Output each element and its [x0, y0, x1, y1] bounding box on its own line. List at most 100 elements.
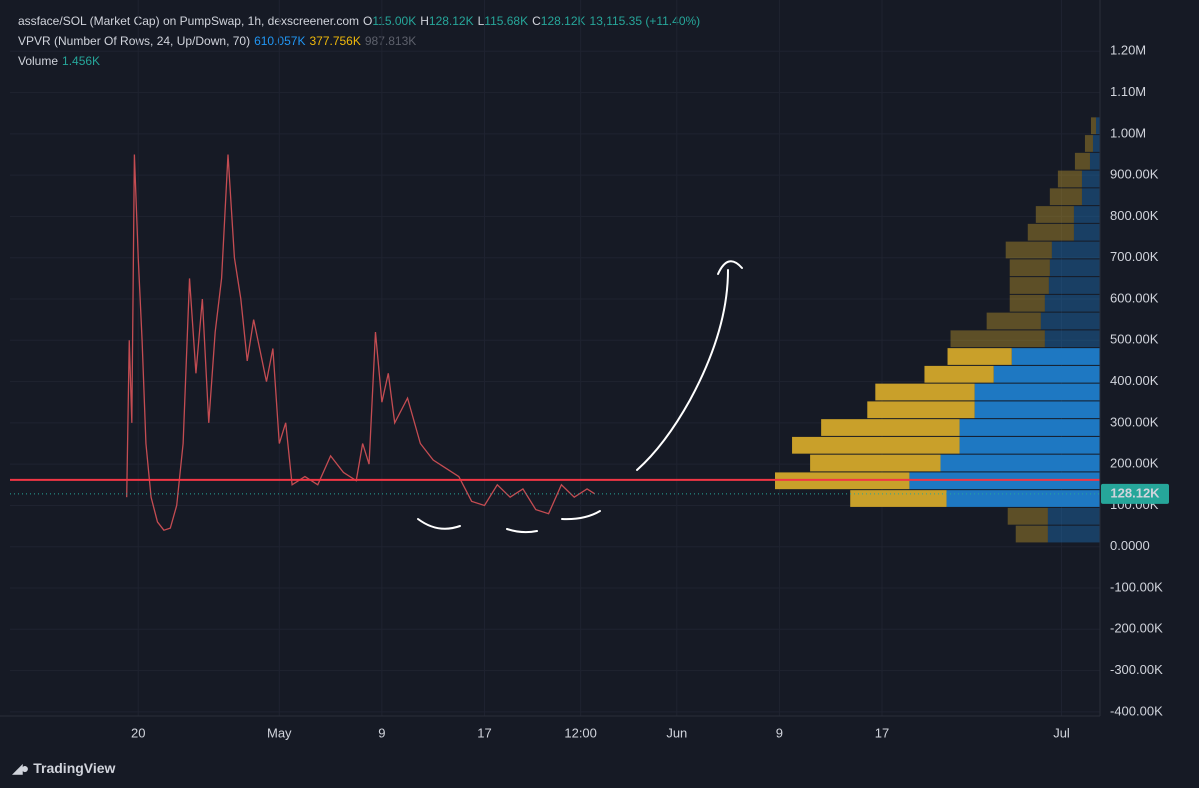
annotation-arc: [417, 518, 461, 530]
y-tick-label: 400.00K: [1110, 373, 1159, 388]
y-tick-label: 0.0000: [1110, 538, 1150, 553]
profile-down: [1049, 188, 1082, 206]
brand: ◢● TradingView: [12, 760, 115, 777]
profile-up: [993, 365, 1100, 383]
y-tick-label: -100.00K: [1110, 579, 1163, 594]
profile-up: [974, 383, 1100, 401]
hand-drawing: [417, 260, 743, 534]
y-tick-label: 1.20M: [1110, 43, 1146, 58]
profile-down: [1084, 135, 1093, 152]
profile-down: [875, 383, 975, 401]
profile-down: [1090, 117, 1096, 135]
price-layer: [10, 154, 1100, 531]
profile-down: [1015, 525, 1048, 543]
vpvr-total: 987.813K: [364, 34, 417, 48]
profile-up: [959, 419, 1100, 436]
profile-down: [1074, 152, 1090, 170]
profile-down: [924, 365, 994, 383]
ohlc-value: 128.12K: [540, 14, 586, 28]
profile-down: [1007, 507, 1048, 525]
profile-up: [1049, 259, 1100, 277]
profile-down: [947, 348, 1012, 365]
profile-up: [1011, 348, 1100, 365]
x-tick-label: 20: [131, 725, 145, 740]
volume-profile: [775, 117, 1100, 543]
profile-down: [1005, 241, 1052, 259]
y-tick-label: 300.00K: [1110, 414, 1159, 429]
y-tick-label: 1.10M: [1110, 84, 1146, 99]
profile-down: [950, 330, 1045, 348]
y-tick-label: 900.00K: [1110, 167, 1159, 182]
profile-up: [959, 436, 1100, 454]
y-tick-label: 1.00M: [1110, 125, 1146, 140]
profile-up: [1044, 294, 1100, 312]
x-tick-label: Jul: [1053, 725, 1070, 740]
y-tick-label: 200.00K: [1110, 456, 1159, 471]
profile-down: [850, 490, 947, 507]
profile-up: [1092, 135, 1100, 152]
ohlc-value: 115.68K: [484, 14, 529, 28]
legend-line-3: Volume 1.456K: [18, 54, 104, 68]
y-tick-label: -200.00K: [1110, 621, 1163, 636]
annotation-arc: [561, 510, 601, 521]
profile-up: [1048, 277, 1100, 294]
y-tick-label: 500.00K: [1110, 332, 1159, 347]
vpvr-title: VPVR (Number Of Rows, 24, Up/Down, 70): [18, 34, 251, 48]
vpvr-down: 377.756K: [309, 34, 361, 48]
grid: [10, 0, 1100, 716]
y-tick-label: 600.00K: [1110, 290, 1159, 305]
ohlc-key: C: [532, 14, 541, 28]
legend-line-1: assface/SOL (Market Cap) on PumpSwap, 1h…: [18, 14, 704, 28]
profile-up: [1073, 223, 1100, 241]
profile-down: [1009, 259, 1050, 277]
ohlc-value: 128.12K: [428, 14, 474, 28]
y-tick-label: -300.00K: [1110, 662, 1163, 677]
x-tick-label: 9: [776, 725, 783, 740]
legend-line-2: VPVR (Number Of Rows, 24, Up/Down, 70)61…: [18, 34, 420, 48]
profile-up: [1051, 241, 1100, 259]
volume-value: 1.456K: [62, 54, 101, 68]
profile-up: [1081, 188, 1100, 206]
axes: 1.20M 1.10M 1.00M 900.00K 800.00K 700.00K 600.…: [131, 43, 1169, 740]
profile-down: [867, 401, 975, 419]
profile-down: [792, 436, 960, 454]
x-tick-label: Jun: [666, 725, 687, 740]
profile-up: [1044, 330, 1100, 348]
profile-down: [1035, 206, 1074, 223]
profile-up: [1089, 152, 1100, 170]
annotation-arrow: [636, 269, 729, 471]
symbol-title: assface/SOL (Market Cap) on PumpSwap, 1h…: [18, 14, 360, 28]
ohlc-key: L: [477, 14, 485, 28]
y-tick-label: 700.00K: [1110, 249, 1159, 264]
x-tick-label: 17: [875, 725, 889, 740]
annotation-arc: [506, 528, 538, 534]
profile-up: [1040, 312, 1100, 330]
profile-up: [974, 401, 1100, 419]
last-price-badge: [1101, 483, 1169, 504]
profile-down: [821, 419, 960, 436]
x-tick-label: 12:00: [564, 725, 597, 740]
profile-up: [940, 454, 1100, 472]
profile-down: [1009, 294, 1045, 312]
volume-title: Volume: [18, 54, 59, 68]
change: 13,115.35 (+11.40%): [589, 14, 701, 28]
profile-up: [1081, 170, 1100, 188]
logo: ◢●: [12, 760, 29, 776]
y-tick-label: 800.00K: [1110, 208, 1159, 223]
brand-name: TradingView: [33, 760, 116, 776]
price-line: [126, 154, 596, 531]
profile-up: [946, 490, 1100, 507]
profile-up: [1047, 525, 1100, 543]
profile-up: [1095, 117, 1100, 135]
last-price-label: 128.12K: [1110, 485, 1160, 500]
profile-down: [986, 312, 1041, 330]
ohlc-key: O: [363, 14, 373, 28]
profile-down: [1009, 277, 1049, 294]
x-tick-label: 9: [378, 725, 385, 740]
profile-up: [1073, 206, 1100, 223]
x-tick-label: May: [267, 725, 292, 740]
profile-down: [1027, 223, 1074, 241]
profile-down: [810, 454, 941, 472]
